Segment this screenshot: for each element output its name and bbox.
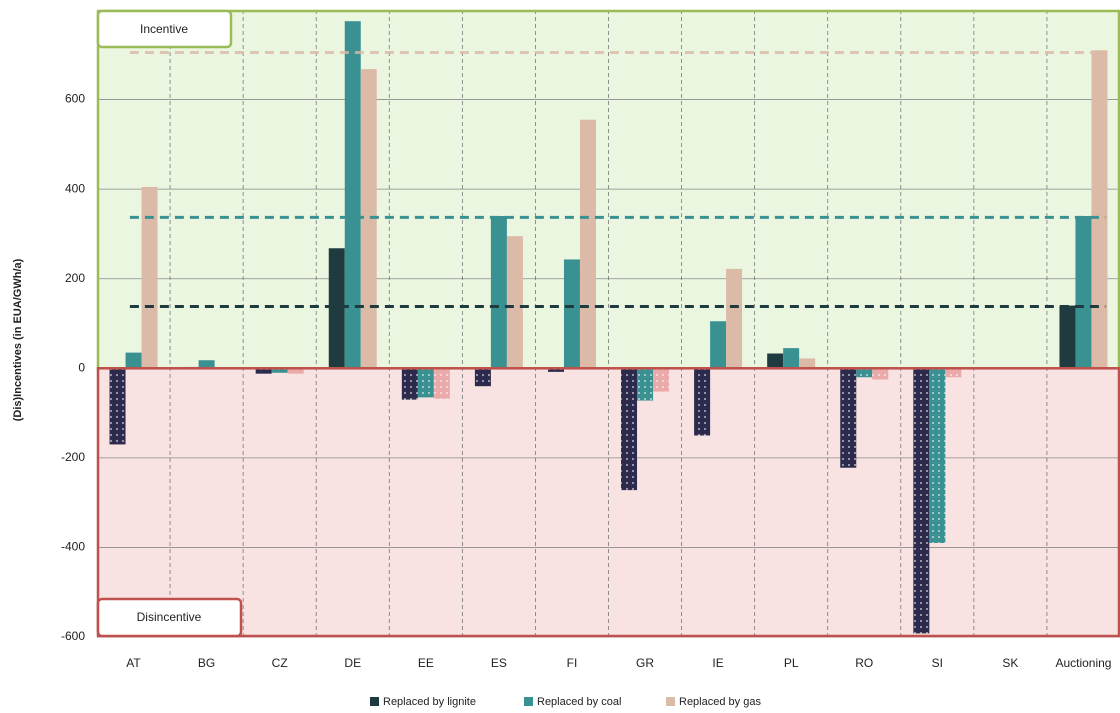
x-tick-label: FI	[567, 656, 578, 670]
x-tick-label: DE	[344, 656, 361, 670]
bar-texture	[417, 368, 434, 398]
y-tick-label: 400	[65, 181, 85, 195]
x-tick-label: Auctioning	[1055, 656, 1111, 670]
bar-texture	[433, 368, 450, 399]
bar	[1059, 305, 1076, 369]
bar	[783, 348, 800, 369]
bar	[799, 358, 816, 369]
x-tick-label: BG	[198, 656, 215, 670]
x-tick-label: IE	[712, 656, 723, 670]
y-tick-label: 600	[65, 92, 85, 106]
bar	[141, 186, 158, 369]
y-axis-title: (Dis)Incentives (in EUA/GWh/a)	[12, 258, 24, 421]
disincentive-frame	[96, 367, 1120, 638]
bar-texture	[856, 368, 873, 378]
x-tick-label: AT	[126, 656, 141, 670]
bar-texture	[872, 368, 889, 380]
y-tick-label: -400	[61, 540, 85, 554]
bar-texture	[945, 368, 962, 378]
legend-swatch	[666, 697, 675, 706]
region-frames: Incentive Disincentive	[96, 9, 1120, 638]
bar	[125, 352, 142, 369]
bar-texture	[694, 368, 711, 436]
x-tick-label: GR	[636, 656, 654, 670]
bar-texture	[621, 368, 638, 491]
bar-texture	[271, 368, 288, 373]
y-tick-label: 0	[78, 360, 85, 374]
y-tick-label: -600	[61, 629, 85, 643]
x-tick-label: CZ	[272, 656, 288, 670]
bar	[328, 248, 345, 369]
legend: Replaced by lignite Replaced by coal Repla…	[370, 696, 761, 708]
x-tick-label: ES	[491, 656, 507, 670]
bar	[726, 268, 743, 369]
bar	[563, 259, 580, 369]
x-tick-label: PL	[784, 656, 799, 670]
disincentive-box	[96, 597, 243, 638]
bar-texture	[474, 368, 491, 387]
bar	[1075, 216, 1092, 369]
bar	[198, 360, 215, 369]
x-tick-label: EE	[418, 656, 434, 670]
bar-texture	[840, 368, 857, 468]
bar-texture	[637, 368, 654, 401]
x-tick-label: RO	[855, 656, 873, 670]
disincentive-label: Disincentive	[137, 610, 202, 624]
bar	[710, 321, 727, 369]
bar-texture	[653, 368, 670, 392]
bar	[344, 21, 361, 369]
labels: -600 -400 -200 0 200 400 600 AT BG CZ DE EE ES FI GR IE…	[61, 92, 1112, 670]
legend-swatch	[524, 697, 533, 706]
bar-texture	[929, 368, 946, 543]
bar	[506, 236, 523, 369]
bar-texture	[547, 368, 564, 372]
bar	[767, 353, 784, 369]
bar-texture	[109, 368, 126, 445]
bar-texture	[287, 368, 304, 374]
bar-texture	[913, 368, 930, 634]
bar-texture	[255, 368, 272, 374]
y-tick-label: 200	[65, 271, 85, 285]
x-tick-label: SI	[932, 656, 943, 670]
bars	[109, 21, 1108, 634]
incentive-label: Incentive	[140, 22, 188, 36]
legend-label: Replaced by lignite	[383, 696, 476, 708]
bar-texture	[401, 368, 418, 400]
y-tick-label: -200	[61, 450, 85, 464]
legend-swatch	[370, 697, 379, 706]
incentive-box	[96, 9, 233, 49]
legend-label: Replaced by gas	[679, 696, 761, 708]
bar	[360, 69, 377, 369]
reference-lines	[129, 51, 1106, 308]
legend-label: Replaced by coal	[537, 696, 621, 708]
x-tick-label: SK	[1002, 656, 1018, 670]
bar	[1091, 50, 1108, 369]
bar	[490, 216, 507, 369]
bar	[579, 119, 596, 369]
